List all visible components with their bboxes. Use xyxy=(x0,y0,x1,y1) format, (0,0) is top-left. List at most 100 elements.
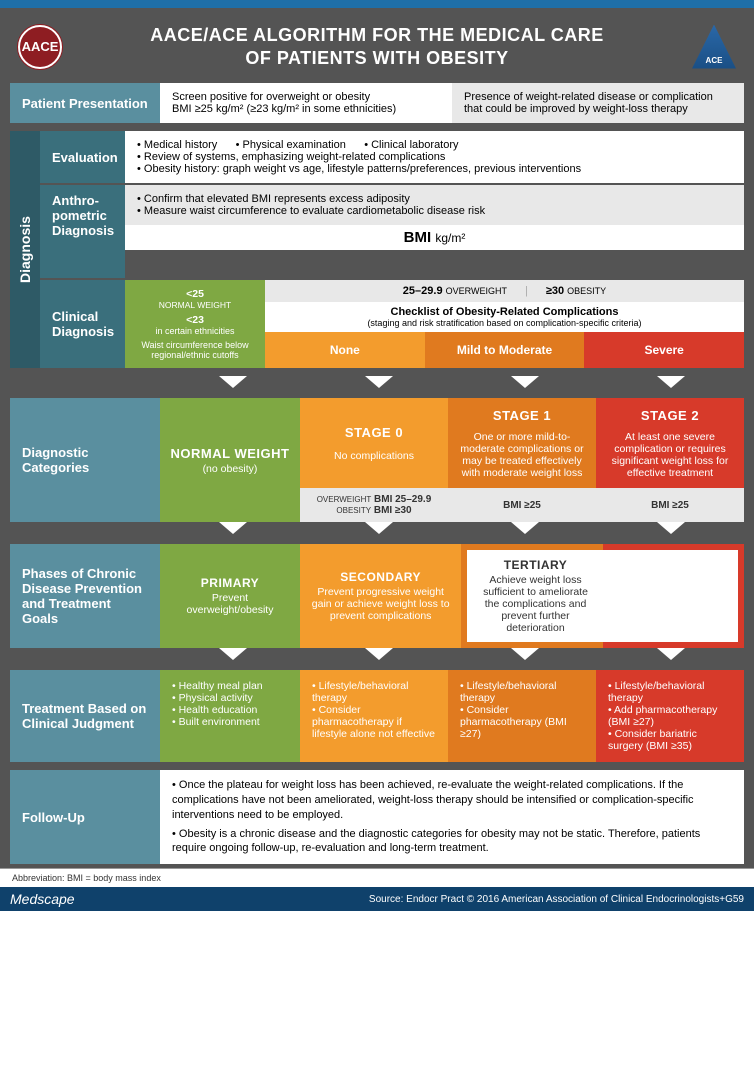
overweight-label: OVERWEIGHT xyxy=(446,286,507,296)
obesity-range: ≥30 xyxy=(546,285,564,297)
abbrev-footer: Abbreviation: BMI = body mass index xyxy=(0,868,754,887)
bmi-header: BMI kg/m² xyxy=(125,225,744,250)
anthro-item: Measure waist circumference to evaluate … xyxy=(137,205,732,217)
stage2-cell: STAGE 2 At least one severe complication… xyxy=(596,398,744,488)
treat-item: Health education xyxy=(172,704,288,716)
tertiary-cell: TERTIARY Achieve weight loss sufficient … xyxy=(467,550,603,642)
arrow-down-icon xyxy=(598,376,744,398)
footer-left: Medscape xyxy=(10,891,75,907)
diag-cat-label: Diagnostic Categories xyxy=(10,398,160,522)
treat-item: Consider pharmacotherapy if lifestyle al… xyxy=(312,704,436,740)
evaluation-label: Evaluation xyxy=(40,131,125,183)
normal-ethnic-label: in certain ethnicities xyxy=(155,326,234,336)
arrows-3 xyxy=(10,648,744,670)
checklist-severe: Severe xyxy=(584,332,744,368)
treat-item: Physical activity xyxy=(172,692,288,704)
arrow-down-icon xyxy=(306,522,452,544)
eval-item: Medical history • Physical examination •… xyxy=(137,139,732,151)
normal-sub: (no obesity) xyxy=(203,463,258,475)
bmi-ranges: 25–29.9 OVERWEIGHT | ≥30 OBESITY xyxy=(265,280,744,302)
arrows-1 xyxy=(10,376,744,398)
stage0-cell: STAGE 0 No complications xyxy=(300,398,448,488)
bmi-unit: kg/m² xyxy=(435,231,465,245)
arrow-down-icon xyxy=(306,648,452,670)
treat-item: Lifestyle/behavioral therapy xyxy=(312,680,436,704)
source-footer: Medscape Source: Endocr Pract © 2016 Ame… xyxy=(0,887,754,911)
header: AACE AACE/ACE ALGORITHM FOR THE MEDICAL … xyxy=(10,18,744,83)
followup-item: Once the plateau for weight loss has bee… xyxy=(172,778,732,823)
followup-item: Obesity is a chronic disease and the dia… xyxy=(172,827,732,857)
page-title: AACE/ACE ALGORITHM FOR THE MEDICAL CARE … xyxy=(150,24,604,69)
stage0-bmi: OVERWEIGHT BMI 25–29.9OBESITY BMI ≥30 xyxy=(300,488,448,522)
stage1-cell: STAGE 1 One or more mild-to-moderate com… xyxy=(448,398,596,488)
secondary-title: SECONDARY xyxy=(340,570,421,584)
stage0-title: STAGE 0 xyxy=(345,425,403,440)
treat-col4: Lifestyle/behavioral therapy Add pharmac… xyxy=(596,670,744,762)
stage2-title: STAGE 2 xyxy=(641,408,699,423)
evaluation-content: Medical history • Physical examination •… xyxy=(125,131,744,183)
tertiary-title: TERTIARY xyxy=(504,558,568,572)
tertiary-desc: Achieve weight loss sufficient to amelio… xyxy=(477,574,593,634)
treat-item: Built environment xyxy=(172,716,288,728)
treat-item: Healthy meal plan xyxy=(172,680,288,692)
arrow-down-icon xyxy=(598,648,744,670)
normal-ethnic-bmi: <23 xyxy=(186,314,204,326)
overweight-range: 25–29.9 xyxy=(403,285,443,297)
ace-logo-icon: ACE xyxy=(692,25,736,69)
arrow-down-icon xyxy=(452,522,598,544)
normal-label: NORMAL WEIGHT xyxy=(159,300,231,310)
normal-bmi: <25 xyxy=(186,288,204,300)
eval-item: Obesity history: graph weight vs age, li… xyxy=(137,163,732,175)
bmi-label: BMI xyxy=(404,229,432,246)
followup-content: Once the plateau for weight loss has bee… xyxy=(160,770,744,864)
patient-presentation-row: Patient Presentation Screen positive for… xyxy=(10,83,744,123)
chart-frame: AACE AACE/ACE ALGORITHM FOR THE MEDICAL … xyxy=(0,8,754,868)
clinical-label: Clinical Diagnosis xyxy=(40,280,125,368)
treat-item: Consider bariatric surgery (BMI ≥35) xyxy=(608,728,732,752)
title-line2: OF PATIENTS WITH OBESITY xyxy=(150,47,604,70)
phases-label: Phases of Chronic Disease Prevention and… xyxy=(10,544,160,648)
arrows-2 xyxy=(10,522,744,544)
primary-cell: PRIMARY Prevent overweight/obesity xyxy=(160,544,300,648)
arrow-down-icon xyxy=(160,648,306,670)
normal-title: NORMAL WEIGHT xyxy=(171,446,290,461)
stage0-desc: No complications xyxy=(334,450,414,462)
treat-item: Lifestyle/behavioral therapy xyxy=(608,680,732,704)
treat-col3: Lifestyle/behavioral therapy Consider ph… xyxy=(448,670,596,762)
anthro-item: Confirm that elevated BMI represents exc… xyxy=(137,193,732,205)
checklist-title: Checklist of Obesity-Related Complicatio… xyxy=(391,306,619,318)
followup-label: Follow-Up xyxy=(10,770,160,864)
primary-desc: Prevent overweight/obesity xyxy=(170,592,290,616)
checklist-mild: Mild to Moderate xyxy=(425,332,585,368)
treat-col1: Healthy meal plan Physical activity Heal… xyxy=(160,670,300,762)
arrow-down-icon xyxy=(160,522,306,544)
primary-title: PRIMARY xyxy=(201,576,259,590)
arrow-down-icon xyxy=(306,376,452,398)
secondary-desc: Prevent progressive weight gain or achie… xyxy=(310,586,451,622)
arrow-down-icon xyxy=(452,376,598,398)
patient-presentation-label: Patient Presentation xyxy=(10,83,160,123)
footer-right: Source: Endocr Pract © 2016 American Ass… xyxy=(369,894,744,905)
phases-row: Phases of Chronic Disease Prevention and… xyxy=(10,544,744,648)
treat-item: Add pharmacotherapy (BMI ≥27) xyxy=(608,704,732,728)
stage2-bmi: BMI ≥25 xyxy=(596,488,744,522)
checklist-sub: (staging and risk stratification based o… xyxy=(269,318,740,328)
treat-col2: Lifestyle/behavioral therapy Consider ph… xyxy=(300,670,448,762)
stage2-desc: At least one severe complication or requ… xyxy=(606,431,734,479)
treat-item: Lifestyle/behavioral therapy xyxy=(460,680,584,704)
treat-item: Consider pharmacotherapy (BMI ≥27) xyxy=(460,704,584,740)
arrow-down-icon xyxy=(452,648,598,670)
top-bar xyxy=(0,0,754,8)
followup-row: Follow-Up Once the plateau for weight lo… xyxy=(10,770,744,864)
anthro-content: Confirm that elevated BMI represents exc… xyxy=(125,185,744,225)
eval-item: Review of systems, emphasizing weight-re… xyxy=(137,151,732,163)
diagnostic-categories-row: Diagnostic Categories NORMAL WEIGHT (no … xyxy=(10,398,744,522)
pp-cell2: Presence of weight-related disease or co… xyxy=(452,83,744,123)
checklist-header: Checklist of Obesity-Related Complicatio… xyxy=(265,302,744,332)
title-line1: AACE/ACE ALGORITHM FOR THE MEDICAL CARE xyxy=(150,24,604,47)
diagnosis-vlabel: Diagnosis xyxy=(10,131,40,368)
normal-weight-cell: <25 NORMAL WEIGHT <23 in certain ethnici… xyxy=(125,280,265,368)
aace-logo-icon: AACE xyxy=(18,25,62,69)
stage1-title: STAGE 1 xyxy=(493,408,551,423)
secondary-cell: SECONDARY Prevent progressive weight gai… xyxy=(300,544,461,648)
